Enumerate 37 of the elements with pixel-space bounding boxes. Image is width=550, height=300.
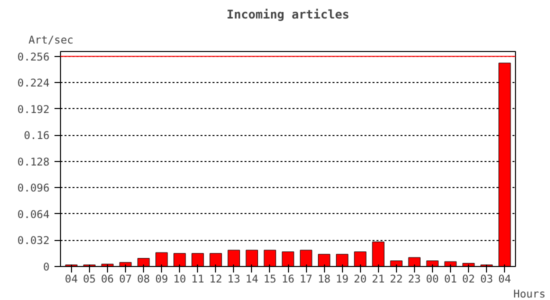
x-tick-label: 07 [119,272,132,286]
chart-title: Incoming articles [226,8,350,22]
x-tick-label: 02 [462,272,475,286]
x-tick-label: 13 [227,272,240,286]
x-tick-label: 20 [354,272,367,286]
x-tick-label: 22 [390,272,403,286]
x-tick-label: 15 [264,272,276,286]
x-tick-label: 18 [318,272,331,286]
x-tick-label: 17 [300,272,312,286]
x-tick-label: 06 [101,272,114,286]
x-tick-label: 05 [82,272,96,286]
x-tick-label: 10 [173,272,186,286]
y-axis-title: Art/sec [28,34,74,46]
y-tick-label: 0.256 [17,50,50,64]
x-tick-label: 19 [336,272,349,286]
x-tick-label: 01 [444,272,457,286]
y-tick-label: 0.032 [17,234,50,248]
x-tick-label: 09 [155,272,168,286]
x-tick-label: 12 [209,272,222,286]
x-tick-label: 16 [282,272,294,286]
x-tick-label: 04 [498,272,512,286]
x-tick-label: 23 [408,272,421,286]
y-tick-label: 0.064 [17,208,50,221]
x-axis-title: Hours [513,288,546,300]
y-tick-label: 0.128 [17,155,50,168]
y-tick-label: 0 [43,260,50,274]
x-tick-label: 08 [137,272,150,286]
x-tick-label: 03 [480,272,494,286]
y-tick-label: 0.096 [17,182,50,195]
y-tick-label: 0.224 [17,76,50,90]
x-tick-label: 04 [64,272,78,286]
x-tick-label: 14 [245,272,258,286]
x-tick-label: 11 [191,272,204,286]
x-tick-label: 00 [426,272,439,286]
y-tick-label: 0.16 [24,129,50,142]
x-tick-label: 21 [372,272,385,286]
y-tick-label: 0.192 [17,102,50,116]
